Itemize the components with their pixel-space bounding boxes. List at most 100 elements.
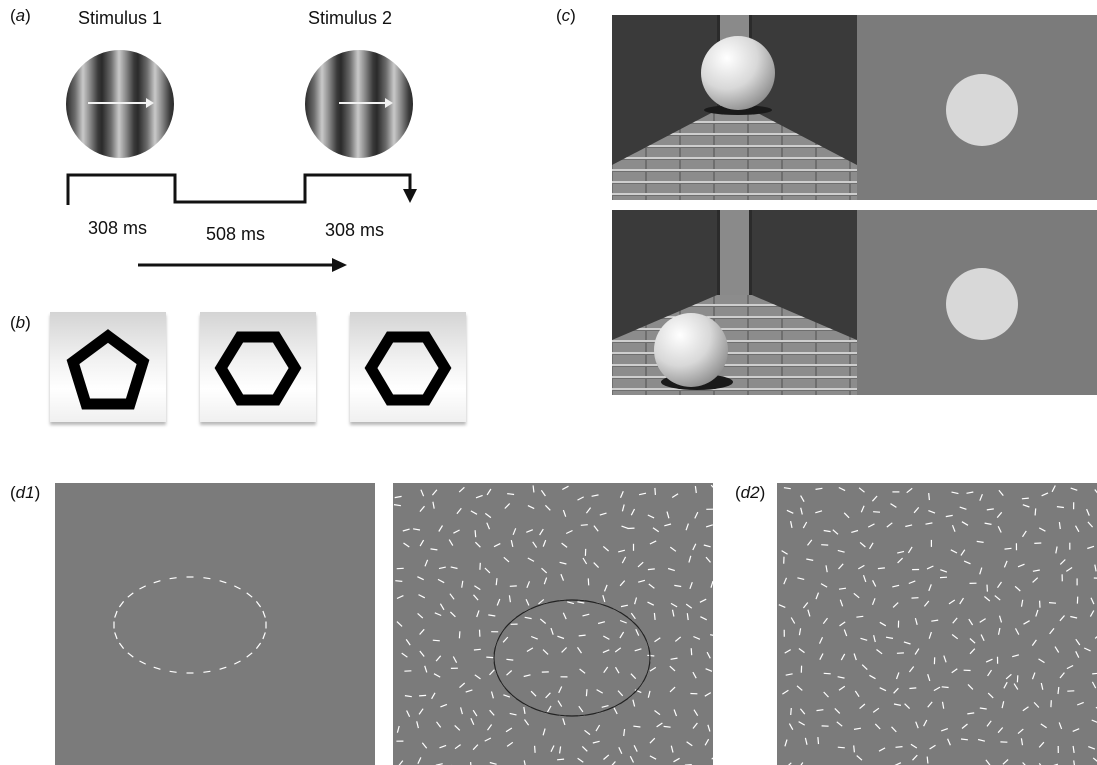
line-element: [203, 670, 211, 673]
line-element: [1088, 746, 1096, 750]
line-element: [943, 655, 947, 663]
line-element: [524, 616, 532, 620]
line-element: [438, 566, 446, 570]
line-element: [567, 601, 575, 605]
line-element: [476, 610, 480, 618]
line-element: [872, 707, 880, 713]
line-element: [1020, 599, 1024, 607]
line-element: [822, 617, 828, 625]
line-element: [872, 580, 877, 587]
line-element: [493, 543, 501, 548]
line-element: [1094, 636, 1097, 639]
line-element: [837, 549, 845, 553]
line-element: [873, 511, 881, 513]
line-element: [694, 511, 699, 519]
line-element: [559, 746, 562, 754]
line-element: [706, 651, 711, 659]
line-element: [948, 599, 956, 605]
line-element: [614, 666, 620, 674]
line-element: [398, 760, 404, 765]
line-element: [647, 601, 655, 606]
line-element: [892, 602, 899, 608]
line-element: [219, 580, 227, 584]
line-element: [820, 583, 828, 588]
line-element: [1038, 527, 1046, 532]
line-element: [997, 525, 1002, 533]
line-element: [460, 707, 463, 715]
line-element: [1038, 658, 1045, 664]
line-element: [542, 649, 549, 655]
line-element: [926, 565, 934, 570]
line-element: [602, 595, 606, 603]
line-element: [649, 540, 657, 545]
line-element: [419, 628, 425, 635]
line-element: [818, 637, 824, 644]
line-element: [577, 646, 582, 654]
line-element: [508, 595, 511, 603]
line-element: [614, 647, 622, 653]
line-element: [417, 612, 424, 619]
line-element: [1087, 545, 1095, 550]
line-element: [790, 617, 796, 624]
line-element: [524, 719, 530, 726]
line-element: [1072, 728, 1080, 732]
line-element: [1091, 719, 1097, 723]
line-element: [565, 529, 573, 535]
line-element: [1058, 722, 1063, 730]
line-element: [950, 549, 958, 554]
line-element: [527, 505, 535, 510]
line-element: [436, 721, 442, 728]
line-element: [862, 575, 867, 583]
line-element: [704, 692, 712, 697]
line-element: [634, 597, 638, 605]
line-element: [545, 692, 551, 699]
line-element: [876, 649, 883, 655]
line-element: [526, 529, 534, 533]
line-element: [472, 744, 479, 751]
line-element: [525, 598, 530, 606]
line-element: [523, 760, 526, 765]
line-element: [851, 529, 859, 533]
motion-direction-arrow: [88, 98, 154, 108]
line-element: [396, 725, 400, 733]
line-element: [1048, 602, 1057, 604]
line-element: [669, 546, 677, 552]
line-element: [561, 542, 568, 548]
line-element: [1089, 610, 1095, 617]
disk-panel-top: [857, 15, 1097, 200]
line-element: [705, 668, 713, 672]
shape-tile-hexagon-1: [200, 312, 316, 422]
line-element: [1056, 506, 1064, 509]
line-element: [874, 723, 881, 730]
grating-stimulus-1: [66, 50, 174, 158]
line-element: [234, 660, 241, 665]
line-element: [656, 722, 663, 728]
timeline-diagram: [66, 173, 417, 272]
line-element: [825, 565, 828, 573]
line-element: [432, 639, 440, 642]
line-element: [406, 710, 411, 718]
line-element: [1032, 577, 1039, 583]
line-element: [629, 755, 635, 763]
line-element: [707, 724, 711, 732]
line-element: [985, 658, 993, 663]
hexagon-shape: [364, 331, 452, 406]
line-element: [1012, 654, 1020, 658]
line-element: [454, 724, 461, 731]
line-element: [649, 755, 657, 760]
line-element: [1023, 620, 1030, 625]
line-element: [647, 568, 655, 571]
line-element: [613, 707, 618, 715]
line-element: [541, 567, 548, 574]
line-element: [473, 594, 479, 601]
line-element: [912, 754, 918, 761]
line-element: [998, 615, 1003, 623]
line-element: [1055, 546, 1058, 554]
line-element: [619, 619, 627, 624]
disk: [946, 74, 1018, 146]
line-element: [1054, 646, 1060, 653]
line-element: [674, 636, 682, 642]
line-element: [509, 712, 517, 716]
stimulus-2-label: Stimulus 2: [308, 8, 393, 28]
line-element: [432, 501, 435, 509]
